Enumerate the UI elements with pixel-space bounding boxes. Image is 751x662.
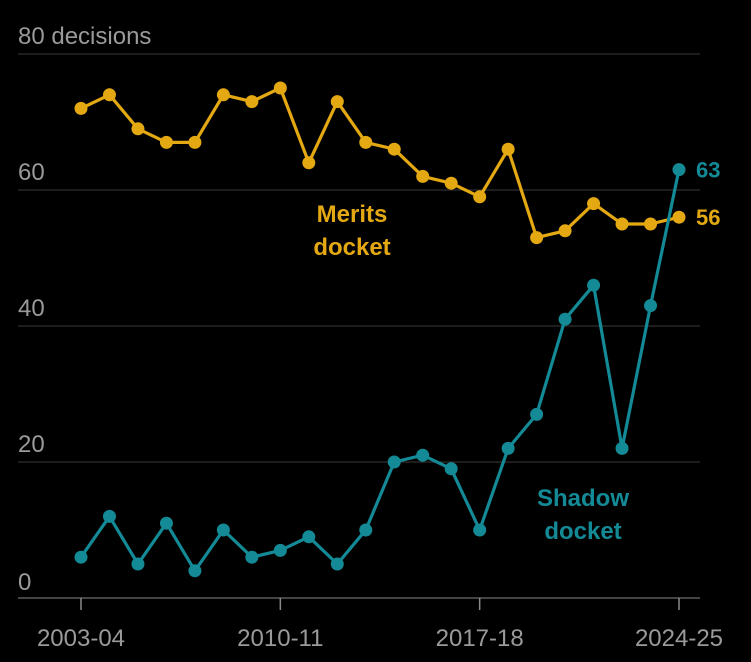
series-labels: 56 63 Merits docket Shadow docket	[313, 158, 720, 545]
y-tick-label-80: 80 decisions	[18, 23, 151, 50]
x-tick-label-2010-11: 2010-11	[237, 625, 323, 652]
merits-point-2006-07	[159, 135, 173, 149]
shadow-point-2013-14	[359, 523, 373, 537]
merits-point-2007-08	[188, 135, 202, 149]
merits-point-2011-12	[302, 156, 316, 170]
shadow-point-2023-24	[644, 299, 658, 313]
merits-point-2022-23	[615, 217, 629, 231]
shadow-point-2005-06	[131, 557, 145, 571]
merits-point-2018-19	[501, 142, 515, 156]
merits-point-2016-17	[444, 176, 458, 190]
y-axis-labels: 0 20 40 60 80 decisions	[18, 23, 151, 596]
shadow-point-2009-10	[245, 550, 259, 564]
merits-end-label: 56	[696, 205, 720, 230]
merits-line	[79, 86, 681, 240]
merits-point-2023-24	[644, 217, 658, 231]
x-tick-label-2003-04: 2003-04	[37, 625, 125, 652]
shadow-point-2019-20	[530, 407, 544, 421]
shadow-point-2022-23	[615, 441, 629, 455]
merits-point-2013-14	[359, 135, 373, 149]
merits-point-2012-13	[330, 95, 344, 109]
shadow-point-2017-18	[473, 523, 487, 537]
merits-series-label: Merits docket	[313, 201, 390, 261]
merits-point-2017-18	[473, 190, 487, 204]
shadow-line	[79, 168, 681, 573]
y-tick-label-0: 0	[18, 569, 31, 596]
series	[74, 81, 686, 578]
merits-point-2008-09	[216, 88, 230, 102]
merits-point-2019-20	[530, 231, 544, 245]
shadow-point-2003-04	[74, 550, 88, 564]
shadow-point-2020-21	[558, 312, 572, 326]
grid-lines	[18, 53, 700, 463]
merits-point-2009-10	[245, 95, 259, 109]
shadow-point-2012-13	[330, 557, 344, 571]
y-tick-label-40: 40	[18, 295, 45, 322]
merits-point-2010-11	[273, 81, 287, 95]
shadow-point-2016-17	[444, 462, 458, 476]
shadow-point-2008-09	[216, 523, 230, 537]
shadow-point-2014-15	[387, 455, 401, 469]
merits-point-2014-15	[387, 142, 401, 156]
shadow-point-2006-07	[159, 516, 173, 530]
merits-point-2004-05	[102, 88, 116, 102]
shadow-point-2004-05	[102, 509, 116, 523]
x-axis: 2003-04 2010-11 2017-18 2024-25	[18, 597, 723, 652]
y-tick-label-60: 60	[18, 159, 45, 186]
shadow-point-2007-08	[188, 564, 202, 578]
x-tick-label-2024-25: 2024-25	[635, 625, 723, 652]
y-tick-label-20: 20	[18, 431, 45, 458]
shadow-point-2021-22	[587, 278, 601, 292]
shadow-point-2015-16	[416, 448, 430, 462]
shadow-point-2024-25	[672, 163, 686, 177]
shadow-point-2010-11	[273, 543, 287, 557]
shadow-end-label: 63	[696, 158, 720, 183]
merits-point-2015-16	[416, 169, 430, 183]
shadow-point-2011-12	[302, 530, 316, 544]
merits-point-2021-22	[587, 197, 601, 211]
merits-point-2024-25	[672, 210, 686, 224]
merits-point-2005-06	[131, 122, 145, 136]
merits-point-2003-04	[74, 101, 88, 115]
x-tick-label-2017-18: 2017-18	[436, 625, 524, 652]
shadow-point-2018-19	[501, 441, 515, 455]
merits-point-2020-21	[558, 224, 572, 238]
shadow-series-label: Shadow docket	[537, 485, 629, 545]
